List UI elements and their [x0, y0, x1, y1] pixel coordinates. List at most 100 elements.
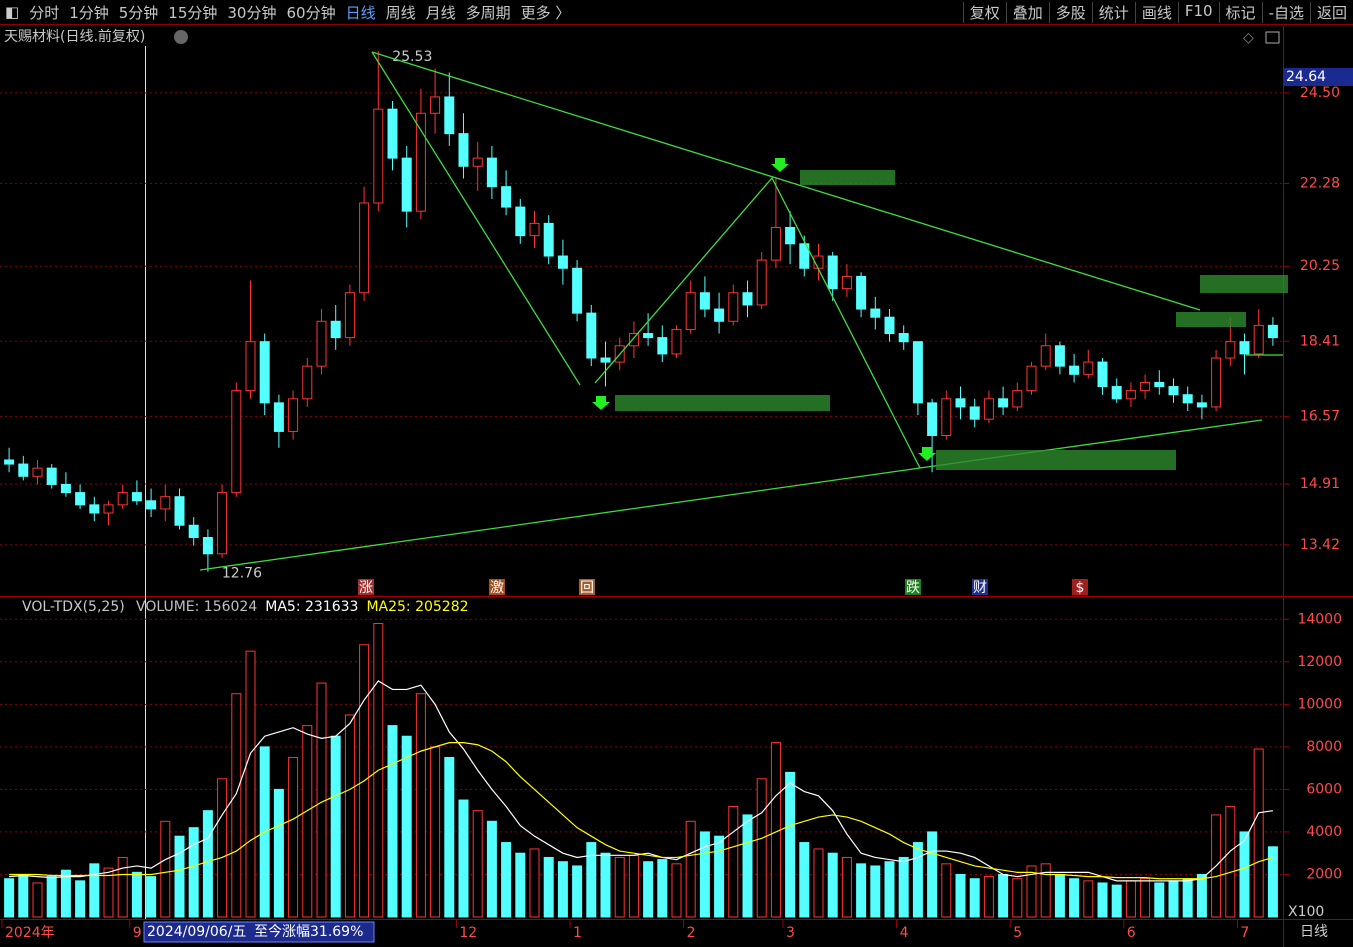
- volume-panel: 2000 4000 6000 8000 10000 12000 14000 VOL-TDX(5…: [0, 599, 1342, 918]
- toolbar-item[interactable]: F10: [1177, 1, 1219, 23]
- toolbar-item[interactable]: 返回: [1309, 1, 1353, 23]
- volume-bar: [1154, 882, 1165, 918]
- volume-bar: [841, 856, 852, 918]
- ma-line: [9, 742, 1274, 880]
- x-tick-label: 12: [459, 925, 477, 941]
- candle-body: [18, 463, 29, 477]
- toolbar-item[interactable]: 多股: [1048, 1, 1092, 23]
- event-bg: [1072, 579, 1088, 595]
- volume-bar: [160, 820, 171, 918]
- candle-body: [174, 496, 185, 526]
- x-tick-label: 3: [786, 925, 795, 941]
- candle-body: [728, 292, 739, 322]
- candle-body: [75, 492, 86, 506]
- toolbar-item[interactable]: 画线: [1134, 1, 1178, 23]
- arrows: [592, 158, 936, 461]
- toolbar-item[interactable]: 60分钟: [286, 3, 336, 22]
- toolbar-item[interactable]: 5分钟: [118, 3, 159, 22]
- candle-body: [46, 467, 57, 485]
- price-panel: 24.50 22.28 20.25 18.41 16.57 14.91 13.42 25.53…: [0, 49, 1340, 582]
- event-marker: 回: [580, 580, 594, 596]
- toolbar-item[interactable]: 1分钟: [69, 3, 109, 22]
- event-bg: [489, 579, 505, 595]
- toolbar-item[interactable]: 周线: [385, 3, 416, 22]
- toolbar-item[interactable]: 月线: [425, 3, 456, 22]
- volume-bar: [231, 693, 242, 918]
- candle-body: [160, 496, 171, 510]
- toolbar-item[interactable]: 更多 〉: [520, 3, 571, 22]
- event-bg: [579, 579, 595, 595]
- volume-bar: [330, 735, 341, 918]
- volume-bar: [998, 873, 1009, 918]
- event-marker: 激: [490, 579, 504, 596]
- volume-bar: [742, 814, 753, 918]
- icon[interactable]: [1265, 31, 1280, 44]
- masked-label: [800, 170, 895, 185]
- y-tick-label: 8000: [1306, 739, 1342, 755]
- candle-body: [941, 398, 952, 437]
- dropdown-icon[interactable]: [174, 30, 188, 44]
- candle-body: [415, 112, 426, 212]
- down-arrow: [592, 396, 610, 410]
- candle-body: [202, 536, 213, 555]
- candle-body: [401, 157, 412, 212]
- candle-body: [1267, 324, 1278, 339]
- volume-bar: [927, 831, 938, 918]
- candle-body: [1140, 381, 1151, 392]
- toolbar-item[interactable]: 日线: [345, 3, 376, 22]
- volume-bar: [1054, 873, 1065, 918]
- toolbar-item[interactable]: 复权: [962, 1, 1006, 23]
- volume-bar: [60, 869, 71, 918]
- volume-bar: [1140, 878, 1151, 918]
- candle-body: [699, 292, 710, 310]
- volume-bar: [75, 880, 86, 918]
- volume-bar: [1225, 805, 1236, 918]
- toolbar-item[interactable]: 标记: [1218, 1, 1262, 23]
- candle-body: [288, 398, 299, 432]
- chart-title: 天赐材料(日线.前复权): [4, 28, 145, 45]
- candle-body: [458, 133, 469, 167]
- volume-bar: [1239, 831, 1250, 918]
- menu-icon[interactable]: ◧: [5, 3, 20, 21]
- candle-body: [4, 459, 15, 465]
- candle-body: [827, 255, 838, 290]
- indicator-name: VOL-TDX(5,25): [22, 599, 125, 615]
- volume-bar: [884, 861, 895, 918]
- toolbar-item[interactable]: 15分钟: [168, 3, 218, 22]
- y-tick-label: 4000: [1306, 824, 1342, 840]
- volume-bar: [288, 757, 299, 918]
- volume-bar: [89, 863, 100, 918]
- volume-bar: [643, 861, 654, 918]
- toolbar-item[interactable]: 30分钟: [227, 3, 277, 22]
- candle-body: [998, 398, 1009, 408]
- candle-body: [231, 390, 242, 494]
- toolbar-item[interactable]: -自选: [1261, 1, 1310, 23]
- candle-body: [685, 292, 696, 330]
- candle-body: [927, 402, 938, 437]
- volume-bar: [1111, 884, 1122, 918]
- icon[interactable]: ◇: [1243, 30, 1254, 46]
- volume-bar: [4, 878, 15, 918]
- volume-bar: [657, 859, 668, 918]
- candle-body: [600, 357, 611, 363]
- volume-bar: [714, 835, 725, 918]
- candle-body: [430, 96, 441, 114]
- volume-bar: [344, 714, 355, 918]
- toolbar-item[interactable]: 多周期: [465, 3, 511, 22]
- toolbar-item[interactable]: 叠加: [1005, 1, 1049, 23]
- toolbar-item[interactable]: 统计: [1091, 1, 1135, 23]
- legend-entry: VOLUME: 156024: [136, 599, 257, 615]
- volume-bar: [1182, 878, 1193, 918]
- volume-bar: [557, 861, 568, 918]
- candle-body: [444, 96, 455, 135]
- event-marker: $: [1076, 580, 1085, 596]
- candle-body: [841, 275, 852, 290]
- candle-body: [983, 398, 994, 420]
- candle-body: [131, 492, 142, 502]
- toolbar-item[interactable]: 分时: [29, 3, 60, 22]
- period-label: 日线: [1300, 924, 1328, 940]
- volume-bar: [387, 725, 398, 918]
- candle-body: [1253, 324, 1264, 355]
- candle-body: [501, 186, 512, 208]
- candle-body: [756, 259, 767, 306]
